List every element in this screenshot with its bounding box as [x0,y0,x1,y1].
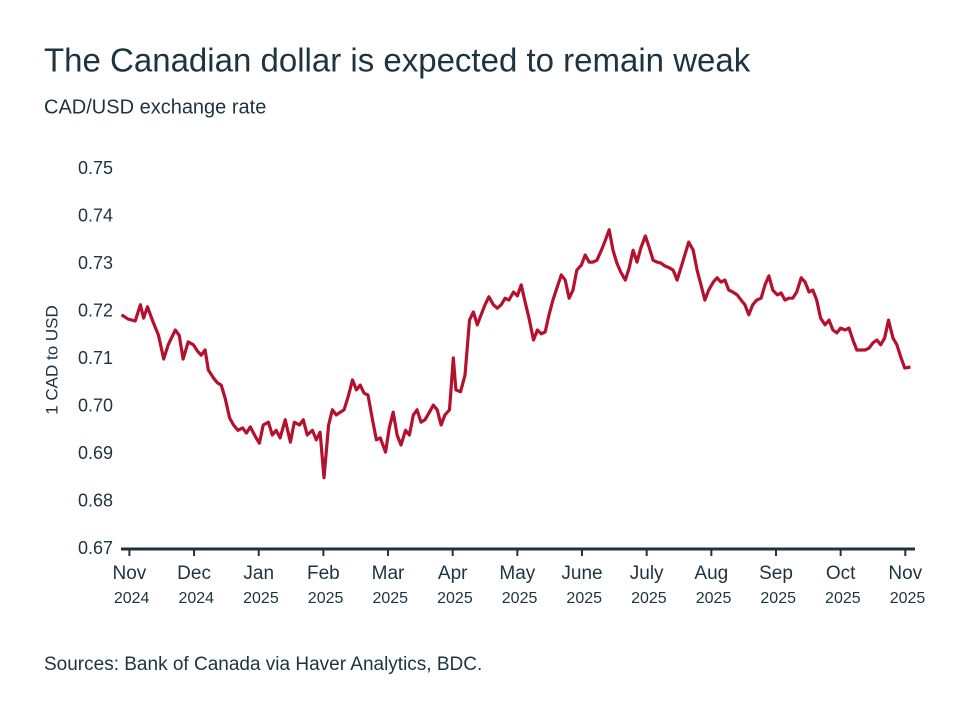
y-axis-label: 1 CAD to USD [42,305,61,415]
x-tick-label: Sep 2025 [756,563,796,607]
data-line [120,228,911,480]
y-tick-label: 0.75 [78,158,113,178]
x-tick-label: Apr 2025 [433,563,473,607]
x-tick-label: Aug 2025 [691,563,731,607]
chart-subtitle: CAD/USD exchange rate [44,96,266,118]
x-tick-label: Nov 2025 [885,563,925,607]
x-tick-label: June 2025 [561,563,602,607]
x-tick-label: Oct 2025 [821,563,861,607]
y-tick-label: 0.68 [78,490,113,510]
x-tick-label: Feb 2025 [303,563,343,607]
x-tick-label: May 2025 [497,563,537,607]
y-tick-label: 0.67 [78,538,113,558]
x-tick-label: Jan 2025 [239,563,279,607]
y-tick-label: 0.73 [78,253,113,273]
y-tick-label: 0.74 [78,205,113,225]
y-tick-label: 0.69 [78,443,113,463]
x-tick-label: Dec 2024 [174,563,214,607]
chart-title: The Canadian dollar is expected to remai… [44,42,751,79]
x-tick-label: Mar 2025 [368,563,408,607]
y-tick-label: 0.70 [78,395,113,415]
x-tick-label: Nov 2024 [109,563,149,607]
y-tick-label: 0.72 [78,300,113,320]
x-tick-label: July 2025 [627,563,667,607]
source-note: Sources: Bank of Canada via Haver Analyt… [44,654,482,675]
y-tick-label: 0.71 [78,348,113,368]
